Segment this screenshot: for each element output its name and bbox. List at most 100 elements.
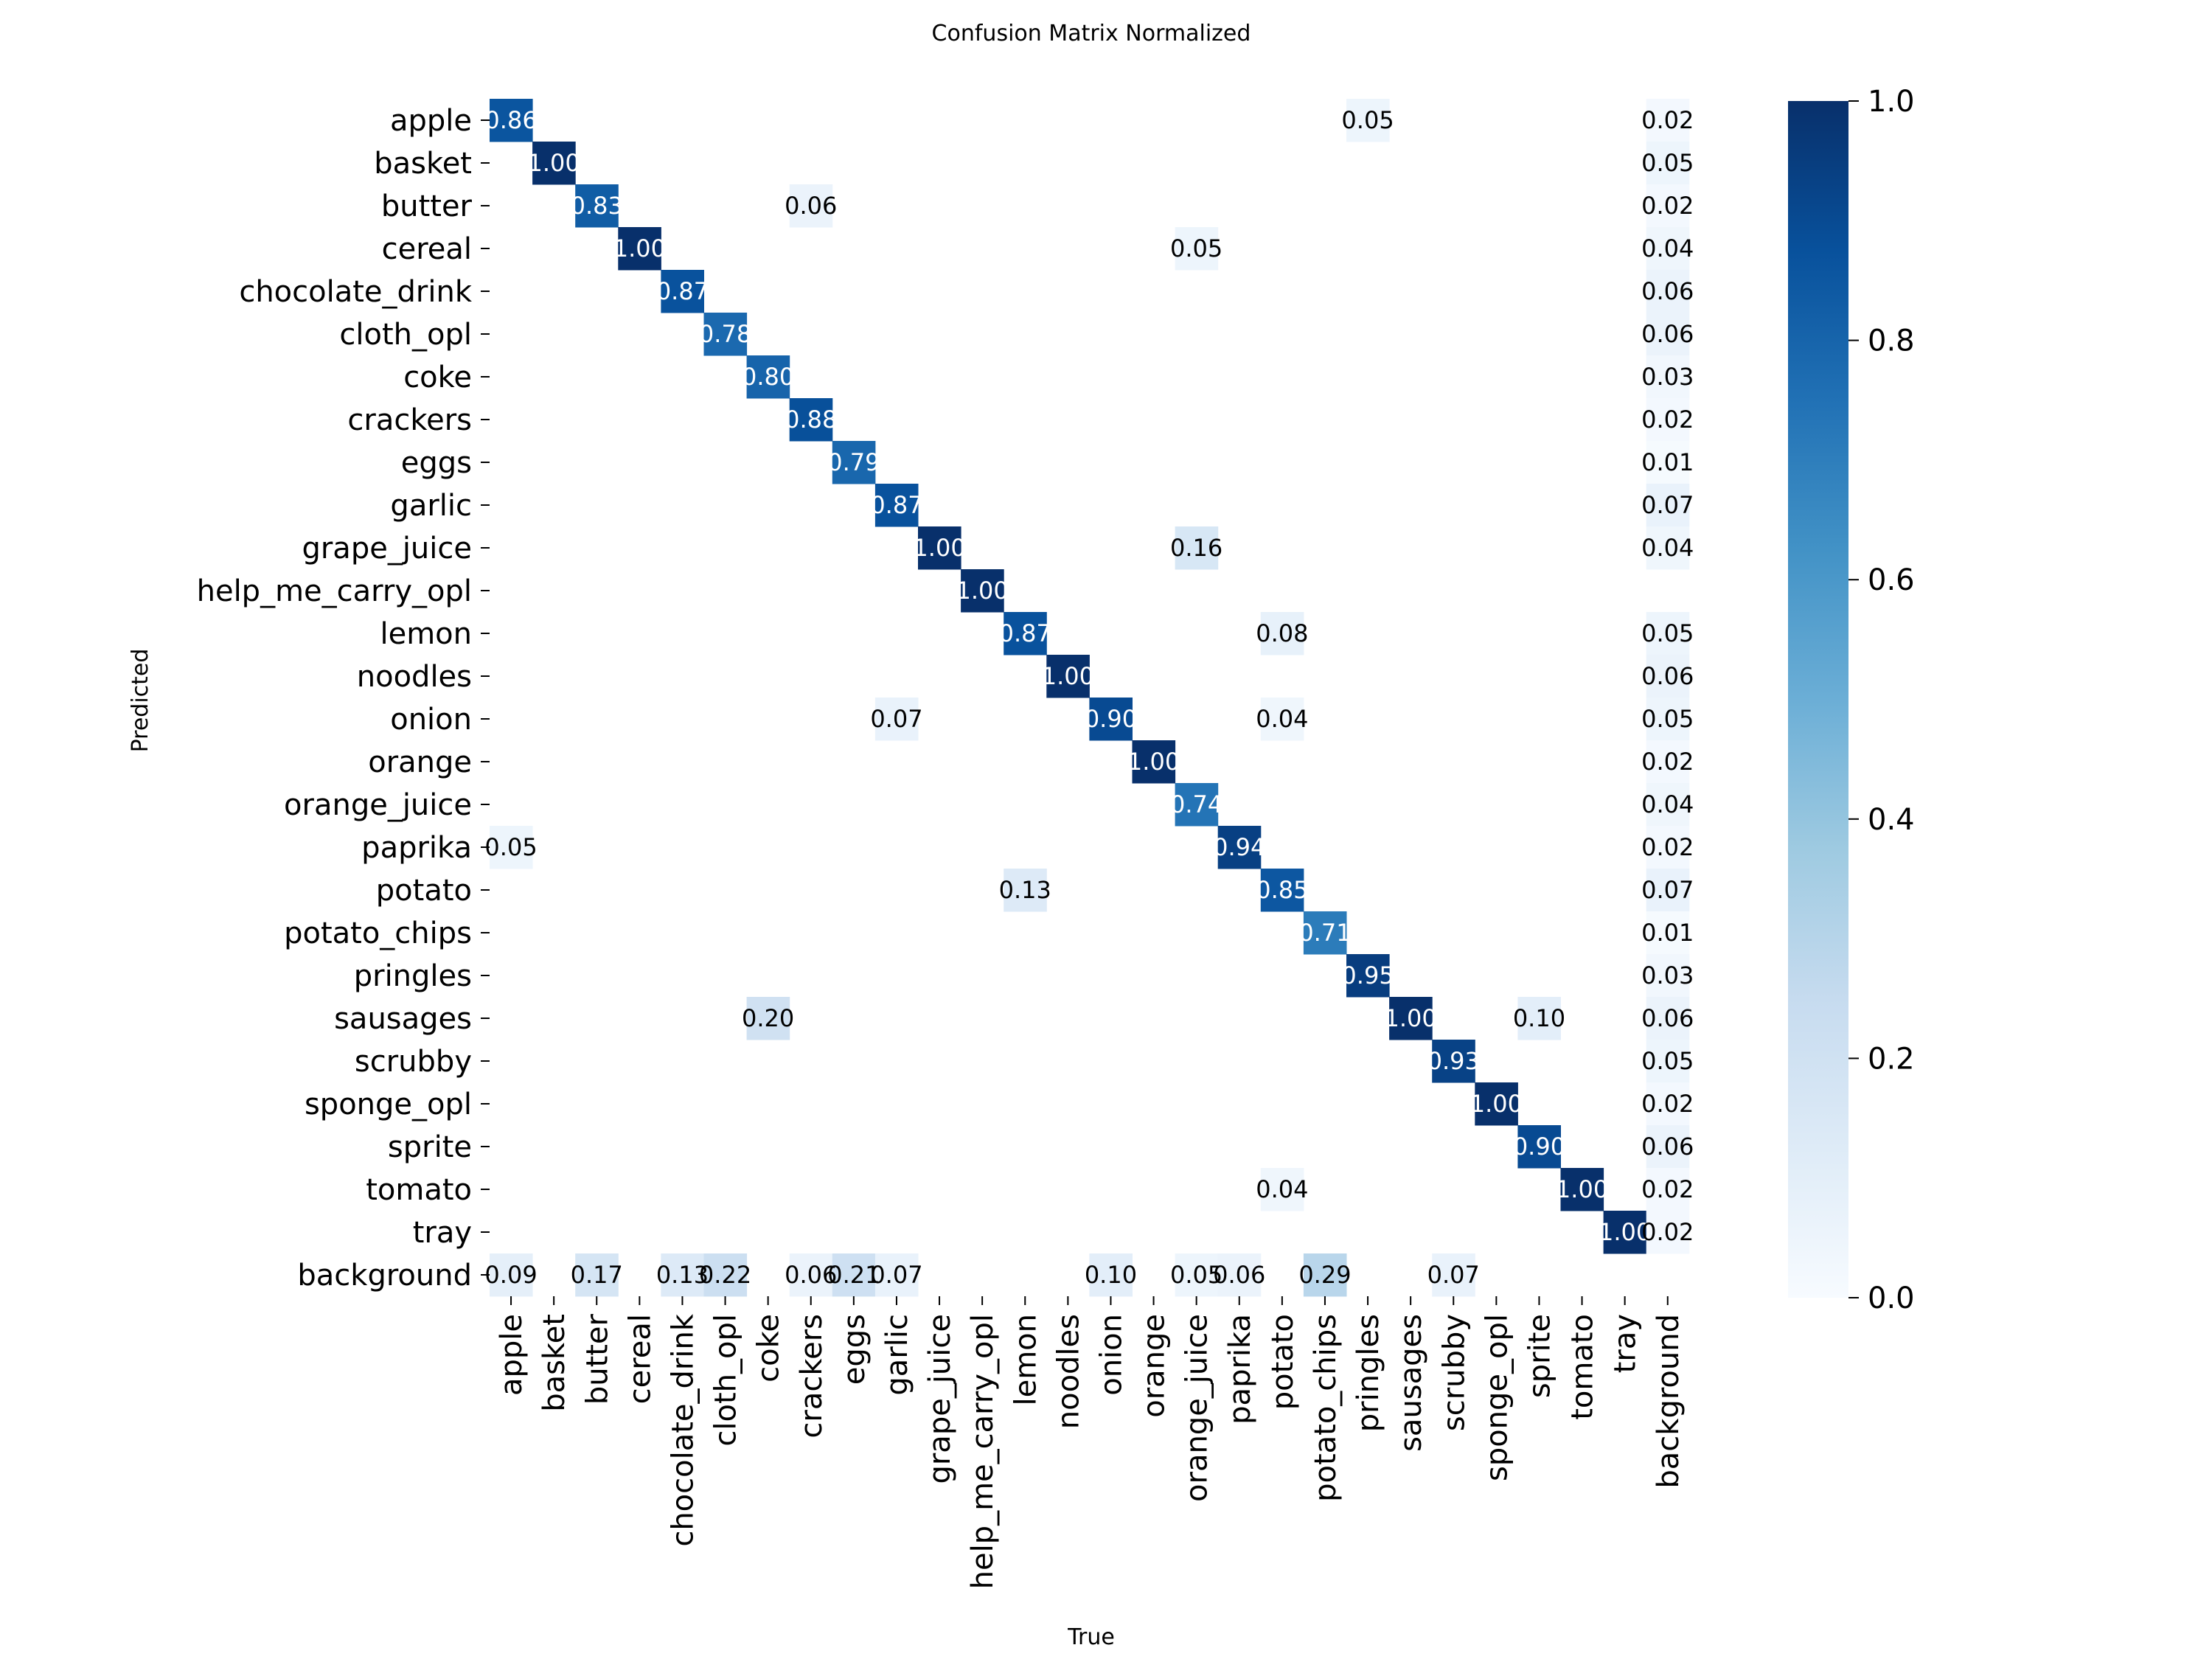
cell-value-label: 0.03 <box>1641 961 1694 990</box>
cell-value-label: 0.02 <box>1641 748 1694 776</box>
heatmap-cell <box>832 441 876 484</box>
cell-value-label: 0.01 <box>1641 448 1694 476</box>
x-tick-label: noodles <box>1051 1314 1085 1429</box>
cell-value-label: 0.20 <box>742 1004 794 1032</box>
cell-value-label: 0.95 <box>1341 961 1394 990</box>
cell-value-label: 0.04 <box>1641 790 1694 818</box>
cell-value-label: 0.07 <box>870 705 922 733</box>
x-tick-label: tray <box>1609 1314 1643 1373</box>
cell-value-label: 0.05 <box>1641 705 1694 733</box>
cell-value-label: 0.87 <box>870 491 922 519</box>
cell-value-label: 0.13 <box>999 876 1051 904</box>
heatmap-cell <box>1475 1082 1518 1126</box>
cell-value-label: 0.04 <box>1641 234 1694 262</box>
heatmap-cell <box>1646 954 1690 998</box>
heatmap-cell <box>1646 441 1690 484</box>
heatmap-cell <box>1560 1168 1604 1211</box>
cell-value-label: 0.07 <box>1427 1261 1480 1289</box>
x-tick-label: eggs <box>838 1314 872 1385</box>
cell-value-label: 0.87 <box>656 277 709 305</box>
heatmap-cell <box>1646 142 1690 185</box>
cell-value-label: 0.02 <box>1641 1175 1694 1203</box>
cell-value-label: 0.83 <box>571 192 623 220</box>
cell-value-label: 0.05 <box>1341 106 1394 134</box>
x-tick-label: apple <box>495 1314 529 1396</box>
heatmap-cell <box>1646 655 1690 698</box>
heatmap-cell <box>1646 783 1690 827</box>
y-tick-label: garlic <box>390 489 472 523</box>
heatmap-cell <box>1303 911 1347 955</box>
cell-value-label: 0.05 <box>484 833 537 861</box>
heatmap-cell <box>490 826 533 869</box>
cell-value-label: 0.03 <box>1641 363 1694 391</box>
cell-value-label: 0.07 <box>1641 876 1694 904</box>
heatmap-cell <box>1646 99 1690 142</box>
y-tick-label: orange <box>368 745 472 779</box>
heatmap-cell <box>874 484 919 527</box>
heatmap-cell <box>789 184 833 228</box>
y-tick-label: potato <box>376 874 472 908</box>
heatmap-cell <box>918 526 961 570</box>
cell-value-label: 0.04 <box>1256 1175 1308 1203</box>
cell-value-label: 0.05 <box>1170 234 1222 262</box>
cell-value-label: 0.88 <box>785 406 837 434</box>
heatmap-cell <box>1646 1040 1690 1083</box>
cell-value-label: 0.07 <box>870 1261 922 1289</box>
cell-value-label: 0.86 <box>484 106 537 134</box>
cell-value-label: 0.29 <box>1298 1261 1351 1289</box>
colorbar-tick-label: 0.6 <box>1868 563 1915 597</box>
heatmap-cell <box>1004 869 1047 912</box>
x-tick-label: background <box>1652 1314 1686 1489</box>
x-tick-label: tomato <box>1566 1314 1600 1420</box>
x-tick-label: help_me_carry_opl <box>966 1314 1000 1589</box>
cell-value-label: 0.06 <box>1641 277 1694 305</box>
heatmap-cell-labels: 0.86 0.05 0.02 1.00 0.05 0.83 0.06 0.02 1.00 0.05… <box>484 106 1694 1289</box>
cell-value-label: 0.87 <box>999 619 1051 647</box>
cell-value-label: 0.06 <box>1641 320 1694 348</box>
y-tick-label: help_me_carry_opl <box>197 574 472 608</box>
heatmap-cell <box>1646 911 1690 955</box>
x-axis-ticks: apple basket butter cereal chocolate_drink cl… <box>495 1296 1686 1589</box>
x-tick-label: basket <box>538 1314 571 1412</box>
heatmap-cell <box>1646 869 1690 912</box>
cell-value-label: 1.00 <box>528 149 580 177</box>
cell-value-label: 0.05 <box>1170 1261 1222 1289</box>
cell-value-label: 0.06 <box>1641 1133 1694 1161</box>
cell-value-label: 0.01 <box>1641 919 1694 947</box>
cell-value-label: 1.00 <box>1599 1218 1651 1246</box>
heatmap-cell <box>1646 270 1690 313</box>
heatmap-cell <box>1646 526 1690 570</box>
cell-value-label: 1.00 <box>1042 662 1094 690</box>
heatmap-cell <box>1646 1082 1690 1126</box>
heatmap-cell <box>1175 1253 1219 1297</box>
heatmap-cell <box>874 1253 919 1297</box>
heatmap-cell <box>789 1253 833 1297</box>
cell-value-label: 0.90 <box>1085 705 1137 733</box>
cell-value-label: 1.00 <box>1470 1090 1523 1118</box>
heatmap-cell <box>1303 1253 1347 1297</box>
heatmap-cell <box>661 1253 704 1297</box>
cell-value-label: 0.02 <box>1641 106 1694 134</box>
y-tick-label: grape_juice <box>302 532 472 566</box>
x-tick-label: garlic <box>880 1314 914 1396</box>
heatmap-cell <box>789 398 833 442</box>
x-axis-label: True <box>1067 1624 1115 1650</box>
y-tick-label: apple <box>390 104 472 138</box>
heatmap-cell <box>1260 1168 1304 1211</box>
cell-value-label: 0.90 <box>1513 1133 1565 1161</box>
cell-value-label: 1.00 <box>613 234 666 262</box>
x-tick-label: cereal <box>623 1314 657 1404</box>
cell-value-label: 1.00 <box>1127 748 1180 776</box>
y-tick-label: lemon <box>380 617 472 651</box>
heatmap-cell <box>575 184 619 228</box>
y-tick-label: coke <box>403 361 472 394</box>
cell-value-label: 0.79 <box>827 448 880 476</box>
cell-value-label: 1.00 <box>913 534 965 562</box>
x-tick-label: paprika <box>1223 1314 1257 1425</box>
y-tick-label: tomato <box>366 1173 472 1207</box>
heatmap-cell <box>1132 740 1176 784</box>
heatmap-cell <box>703 1253 748 1297</box>
y-tick-label: background <box>297 1259 472 1293</box>
y-tick-label: chocolate_drink <box>239 275 473 309</box>
